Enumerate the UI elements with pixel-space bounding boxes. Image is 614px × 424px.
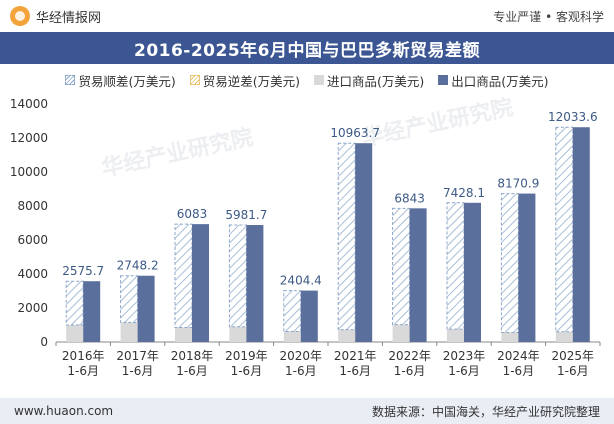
footer: www.huaon.com 数据来源：中国海关，华经产业研究院整理 xyxy=(0,398,614,424)
x-tick-label: 2016年 xyxy=(62,349,105,363)
import-bar xyxy=(175,327,192,342)
data-label: 2404.4 xyxy=(280,274,322,288)
export-bar xyxy=(464,202,481,342)
chart-legend: 贸易顺差(万美元) 贸易逆差(万美元) 进口商品(万美元) 出口商品(万美元) xyxy=(0,70,614,90)
data-label: 5981.7 xyxy=(225,208,267,222)
import-bar xyxy=(447,329,464,342)
x-tick-label: 1-6月 xyxy=(67,364,99,378)
export-bar xyxy=(518,193,536,342)
y-tick-label: 10000 xyxy=(10,165,48,179)
chart-title: 2016-2025年6月中国与巴巴多斯贸易差额 xyxy=(0,32,614,64)
x-tick-label: 1-6月 xyxy=(448,364,480,378)
x-tick-label: 2020年 xyxy=(280,349,323,363)
export-bar xyxy=(572,127,590,342)
data-label: 10963.7 xyxy=(330,126,380,140)
import-bar xyxy=(283,331,301,342)
data-label: 12033.6 xyxy=(548,110,598,124)
import-bar xyxy=(66,325,84,342)
data-label: 2748.2 xyxy=(117,259,159,273)
x-tick-label: 1-6月 xyxy=(122,364,154,378)
data-label: 6083 xyxy=(177,207,208,221)
export-swatch-icon xyxy=(438,75,449,85)
import-bar xyxy=(392,324,410,342)
x-tick-label: 2025年 xyxy=(552,349,595,363)
y-tick-label: 2000 xyxy=(17,301,48,315)
legend-item-deficit: 贸易逆差(万美元) xyxy=(189,70,300,90)
legend-label-import: 进口商品(万美元) xyxy=(327,73,425,89)
surplus-bar xyxy=(283,290,302,332)
x-tick-label: 2021年 xyxy=(334,349,377,363)
legend-label-surplus: 贸易顺差(万美元) xyxy=(78,73,176,89)
brand-name: 华经情报网 xyxy=(36,10,102,26)
export-bar xyxy=(137,275,155,342)
import-bar xyxy=(229,326,247,342)
tagline: 专业严谨 • 客观科学 xyxy=(493,9,604,24)
x-tick-label: 2019年 xyxy=(225,349,268,363)
import-bar xyxy=(555,331,573,342)
x-tick-label: 1-6月 xyxy=(503,364,535,378)
surplus-bar xyxy=(500,193,519,333)
surplus-bar xyxy=(337,142,356,331)
legend-item-export: 出口商品(万美元) xyxy=(438,70,549,90)
huajing-logo-icon xyxy=(10,6,30,26)
axis-layer: 020004000600080001000012000140002016年1-6… xyxy=(10,97,601,378)
export-bar xyxy=(355,143,373,342)
y-tick-label: 8000 xyxy=(17,199,48,213)
import-bar xyxy=(338,329,356,342)
data-label: 8170.9 xyxy=(497,177,539,191)
data-label: 7428.1 xyxy=(443,186,485,200)
legend-label-export: 出口商品(万美元) xyxy=(451,73,549,89)
data-label: 2575.7 xyxy=(62,264,104,278)
footer-source: 数据来源：中国海关，华经产业研究院整理 xyxy=(371,404,600,419)
bar-chart: 020004000600080001000012000140002016年1-6… xyxy=(10,97,601,378)
surplus-bar xyxy=(65,280,84,326)
legend-label-deficit: 贸易逆差(万美元) xyxy=(202,73,300,89)
export-bar xyxy=(83,281,101,342)
surplus-bar xyxy=(120,275,139,323)
import-bar xyxy=(120,322,138,342)
x-tick-label: 1-6月 xyxy=(339,364,371,378)
export-bar xyxy=(300,290,318,342)
x-tick-label: 1-6月 xyxy=(176,364,208,378)
x-tick-label: 2023年 xyxy=(443,349,486,363)
legend-item-surplus: 贸易顺差(万美元) xyxy=(65,70,176,90)
surplus-bar xyxy=(174,223,193,329)
surplus-bar xyxy=(392,207,411,326)
import-swatch-icon xyxy=(314,75,324,85)
x-tick-label: 1-6月 xyxy=(394,364,426,378)
label-layer: 2575.7 2748.2 6083 5981.7 2404.4 10963.7 6843 7… xyxy=(62,110,597,287)
y-tick-label: 6000 xyxy=(17,233,48,247)
export-bar xyxy=(192,224,209,342)
surplus-bar xyxy=(446,202,465,330)
x-tick-label: 1-6月 xyxy=(231,364,263,378)
import-bar xyxy=(501,332,519,342)
data-label: 6843 xyxy=(394,191,425,205)
x-tick-label: 2024年 xyxy=(497,349,540,363)
y-tick-label: 12000 xyxy=(10,131,48,145)
surplus-swatch-icon xyxy=(65,75,76,85)
y-tick-label: 14000 xyxy=(10,97,48,111)
x-tick-label: 1-6月 xyxy=(557,364,589,378)
surplus-bar xyxy=(228,224,247,328)
surplus-bar xyxy=(555,126,574,333)
x-tick-label: 2018年 xyxy=(171,349,214,363)
x-tick-label: 2017年 xyxy=(116,349,159,363)
top-bar: 华经情报网 专业严谨 • 客观科学 xyxy=(0,0,614,32)
x-tick-label: 2022年 xyxy=(388,349,431,363)
brand: 华经情报网 xyxy=(10,6,101,26)
x-tick-label: 1-6月 xyxy=(285,364,317,378)
deficit-swatch-icon xyxy=(189,75,200,85)
y-tick-label: 4000 xyxy=(17,267,48,281)
legend-item-import: 进口商品(万美元) xyxy=(314,70,424,90)
export-bar xyxy=(246,225,264,342)
bar-layer xyxy=(65,126,590,342)
footer-website: www.huaon.com xyxy=(14,404,114,418)
y-tick-label: 0 xyxy=(40,335,48,349)
export-bar xyxy=(409,208,427,342)
